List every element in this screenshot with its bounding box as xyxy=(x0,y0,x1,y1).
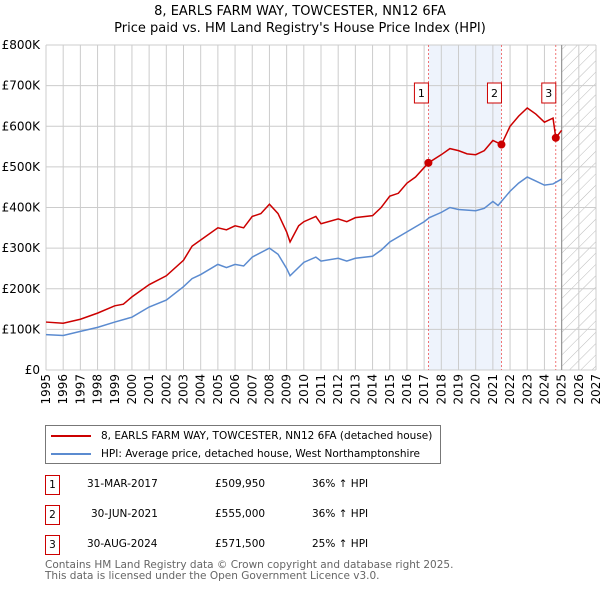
sale-label-box xyxy=(486,82,502,104)
sale-point xyxy=(424,158,433,167)
x-tick-label: 2013 xyxy=(348,374,362,405)
x-tick-label: 2016 xyxy=(400,374,414,405)
sale-marker-label: 3 xyxy=(45,535,60,555)
sale-row: 1 31-MAR-2017 £509,950 36% ↑ HPI xyxy=(45,475,465,495)
x-tick-label: 2008 xyxy=(262,374,276,405)
x-tick-label: 2025 xyxy=(555,374,569,405)
x-tick-label: 1998 xyxy=(91,374,105,405)
sale-point xyxy=(497,140,506,149)
sale-label: 3 xyxy=(545,87,552,100)
x-tick-label: 2000 xyxy=(125,374,139,405)
y-tick-label: £100K xyxy=(2,322,42,336)
sale-price: £571,500 xyxy=(215,538,266,550)
x-tick-label: 2020 xyxy=(469,374,483,405)
y-tick-label: £200K xyxy=(2,282,42,296)
plot-area: 1995 1996 1997 1998 1999 2000 2001 2002 2003 2004… xyxy=(2,38,600,405)
x-tick-label: 2010 xyxy=(297,374,311,405)
y-tick-label: £300K xyxy=(2,241,42,255)
x-tick-label: 2024 xyxy=(537,374,551,405)
x-tick-label: 1999 xyxy=(108,374,122,405)
x-tick-label: 2009 xyxy=(280,374,294,405)
x-tick-label: 1996 xyxy=(56,374,70,405)
sale-marker-label: 2 xyxy=(45,505,60,525)
x-tick-label: 2012 xyxy=(331,374,345,405)
sale-row: 2 30-JUN-2021 £555,000 36% ↑ HPI xyxy=(45,505,465,525)
legend: 8, EARLS FARM WAY, TOWCESTER, NN12 6FA (… xyxy=(45,425,441,464)
x-tick-label: 2021 xyxy=(486,374,500,405)
sale-hpi-diff: 36% ↑ HPI xyxy=(312,508,369,520)
x-tick-label: 2017 xyxy=(417,374,431,405)
sale-label: 2 xyxy=(491,87,498,100)
price-line xyxy=(45,107,563,325)
x-tick-label: 2023 xyxy=(520,374,534,405)
sale-point xyxy=(551,133,560,142)
x-tick-label: 2002 xyxy=(159,374,173,405)
y-tick-label: £0 xyxy=(25,363,40,377)
sale-row: 3 30-AUG-2024 £571,500 25% ↑ HPI xyxy=(45,535,465,555)
x-tick-label: 2007 xyxy=(245,374,259,405)
sale-date: 30-JUN-2021 xyxy=(91,508,158,520)
x-tick-label: 1995 xyxy=(39,374,53,405)
x-tick-label: 2004 xyxy=(194,374,208,405)
legend-swatch-price xyxy=(51,434,91,437)
x-tick-label: 2003 xyxy=(177,374,191,405)
x-tick-label: 2026 xyxy=(572,374,586,405)
footer-licence: This data is licensed under the Open Gov… xyxy=(45,570,380,582)
sale-label: 1 xyxy=(418,87,425,100)
sale-price: £509,950 xyxy=(215,478,266,490)
sale-label-box xyxy=(541,82,557,104)
footer: Contains HM Land Registry data © Crown c… xyxy=(45,560,453,582)
sale-price: £555,000 xyxy=(215,508,266,520)
x-tick-label: 2014 xyxy=(366,374,380,405)
x-tick-label: 2018 xyxy=(434,374,448,405)
x-tick-label: 2005 xyxy=(211,374,225,405)
sale-hpi-diff: 36% ↑ HPI xyxy=(312,478,369,490)
hpi-line xyxy=(45,176,562,337)
x-tick-label: 2022 xyxy=(503,374,517,405)
y-tick-label: £800K xyxy=(2,38,42,52)
x-tick-label: 2001 xyxy=(142,374,156,405)
y-tick-label: £500K xyxy=(2,160,42,174)
chart-subtitle: Price paid vs. HM Land Registry's House … xyxy=(114,21,486,36)
x-tick-label: 2006 xyxy=(228,374,242,405)
chart-title: 8, EARLS FARM WAY, TOWCESTER, NN12 6FA xyxy=(154,4,446,19)
x-tick-label: 2019 xyxy=(452,374,466,405)
sale-date: 31-MAR-2017 xyxy=(87,478,158,490)
sale-date: 30-AUG-2024 xyxy=(87,538,158,550)
y-tick-label: £700K xyxy=(2,79,42,93)
x-tick-label: 1997 xyxy=(73,374,87,405)
legend-swatch-hpi xyxy=(51,452,91,455)
x-tick-label: 2015 xyxy=(383,374,397,405)
sale-marker-label: 1 xyxy=(45,475,60,495)
footer-copyright: Contains HM Land Registry data © Crown c… xyxy=(45,559,454,571)
legend-label-price: 8, EARLS FARM WAY, TOWCESTER, NN12 6FA (… xyxy=(101,429,433,442)
sale-label-box xyxy=(413,82,429,104)
y-tick-label: £600K xyxy=(2,119,42,133)
sale-hpi-diff: 25% ↑ HPI xyxy=(312,538,369,550)
legend-label-hpi: HPI: Average price, detached house, West… xyxy=(101,447,420,460)
x-tick-label: 2027 xyxy=(589,374,600,405)
y-tick-label: £400K xyxy=(2,201,42,215)
x-tick-label: 2011 xyxy=(314,374,328,405)
